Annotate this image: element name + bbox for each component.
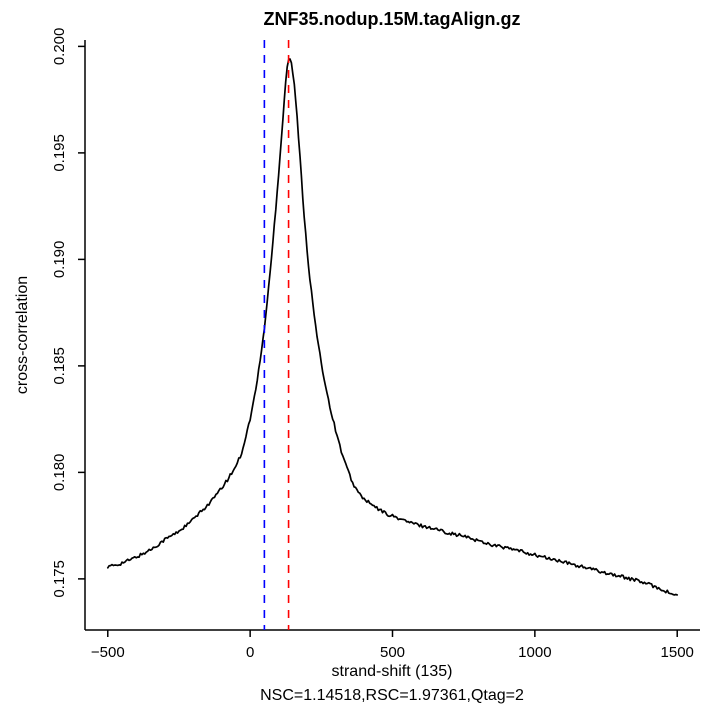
y-tick-label: 0.185 (51, 347, 68, 385)
y-tick-label: 0.190 (51, 241, 68, 279)
x-tick-label: 500 (380, 644, 405, 661)
y-tick-label: 0.200 (51, 28, 68, 66)
x-tick-label: −500 (91, 644, 125, 661)
y-tick-label: 0.195 (51, 134, 68, 172)
stats-subtitle: NSC=1.14518,RSC=1.97361,Qtag=2 (260, 687, 524, 704)
x-axis-label: strand-shift (135) (332, 663, 453, 680)
chart-title: ZNF35.nodup.15M.tagAlign.gz (264, 9, 521, 29)
y-tick-label: 0.180 (51, 454, 68, 492)
y-axis-ticks: 0.175 0.180 0.185 0.190 0.195 0.200 (51, 28, 85, 598)
x-axis-ticks: −500 0 500 1000 1500 (91, 630, 694, 661)
x-tick-label: 1500 (661, 644, 694, 661)
x-tick-label: 1000 (518, 644, 551, 661)
reference-lines (263, 40, 290, 630)
x-tick-label: 0 (246, 644, 254, 661)
cross-correlation-curve (106, 58, 679, 596)
y-tick-label: 0.175 (51, 560, 68, 598)
y-axis-label: cross-correlation (14, 276, 31, 394)
